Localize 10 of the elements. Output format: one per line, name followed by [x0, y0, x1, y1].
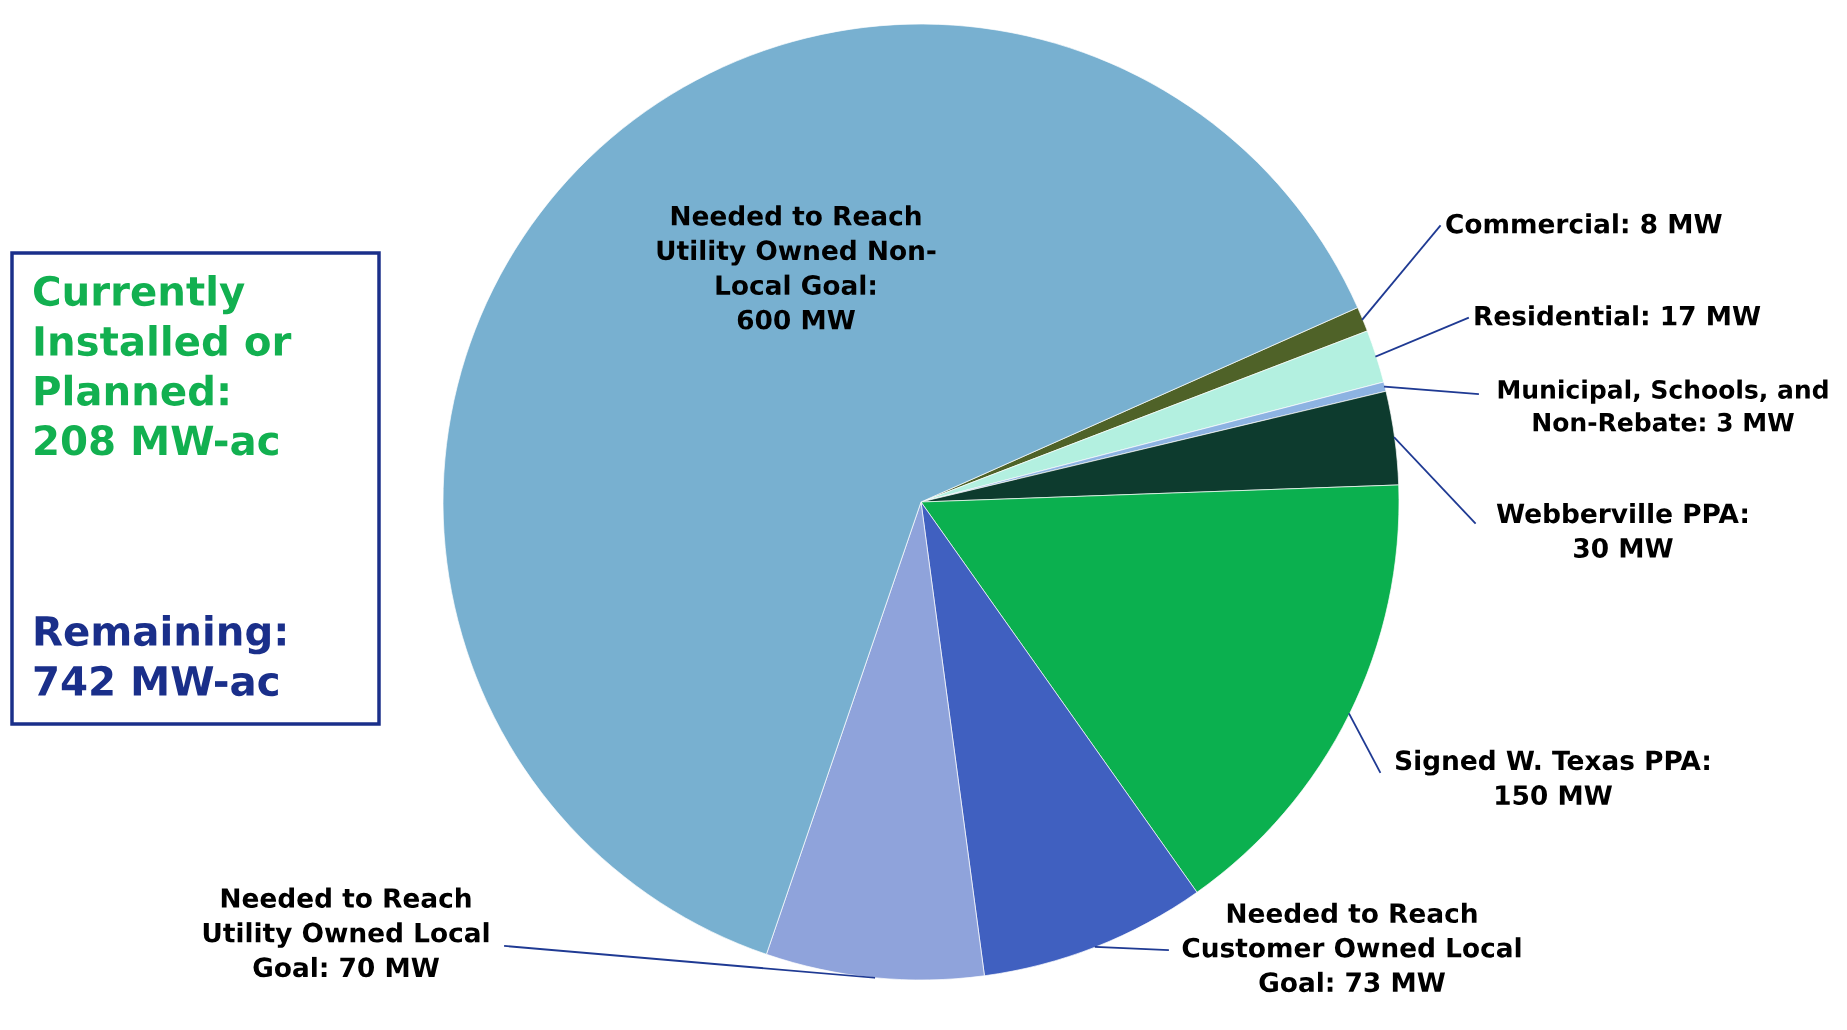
slice-label: Needed to Reach Customer Owned Local Goal: 73 MW	[1182, 902, 1521, 993]
slice-label: Commercial: 8 MW	[1446, 213, 1722, 234]
slice-label: Needed to Reach Utility Owned Non- Local Goal: 600 MW	[657, 205, 936, 330]
slice-label: Signed W. Texas PPA: 150 MW	[1396, 749, 1709, 806]
slice-label: Needed to Reach Utility Owned Local Goal: 70 MW	[203, 887, 489, 978]
slice-label: Webberville PPA: 30 MW	[1496, 502, 1747, 558]
slice-label: Municipal, Schools, and Non-Rebate: 3 MW	[1498, 379, 1828, 432]
text: Remaining: 742 MW-ac	[34, 615, 285, 697]
text: Currently Installed or Planned: 208 MW-ac	[34, 275, 292, 456]
slice-label: Residential: 17 MW	[1475, 305, 1761, 326]
